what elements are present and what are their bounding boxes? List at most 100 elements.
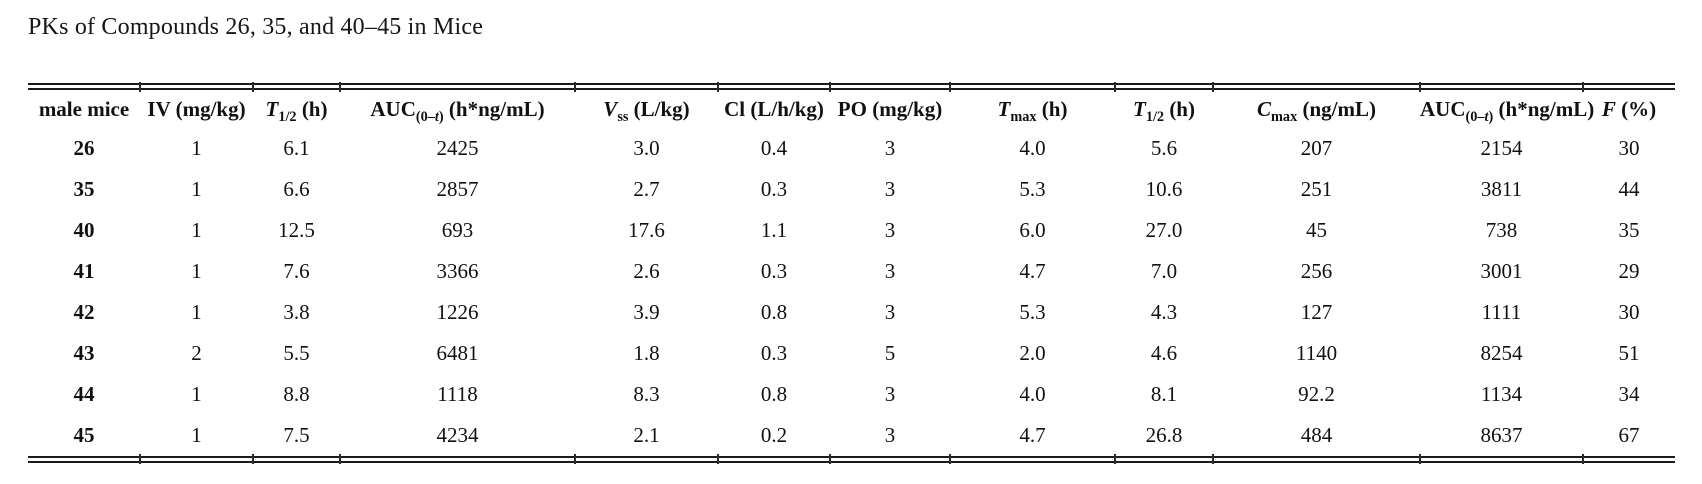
value-cell: 8.3 — [633, 382, 660, 406]
value-cell: 3001 — [1480, 259, 1523, 283]
value-cell: 693 — [441, 218, 474, 242]
value-cell: 3 — [884, 218, 896, 242]
value-cell: 3 — [884, 259, 896, 283]
value-cell: 3.0 — [633, 136, 660, 160]
value-cell: 27.0 — [1145, 218, 1183, 242]
value-cell: 484 — [1212, 415, 1420, 464]
col-header-iv-mg-kg: IV (mg/kg) — [139, 82, 253, 128]
table-row-compound-35: 35 1 6.6 2857 2.7 0.3 3 5.3 10.6 251 3811 44 — [28, 169, 1675, 210]
table-row-compound-26: 26 1 6.1 2425 3.0 0.4 3 4.0 5.6 207 2154 30 — [28, 128, 1675, 169]
value-cell: 4.6 — [1150, 341, 1178, 365]
value-cell: 127 — [1300, 300, 1333, 324]
value-cell: 7.0 — [1150, 259, 1178, 283]
value-cell: 1.8 — [633, 341, 660, 365]
value-cell: 3811 — [1480, 177, 1523, 201]
value-cell: 3366 — [436, 259, 479, 283]
value-cell: 7.5 — [252, 415, 340, 464]
value-cell: 4.7 — [949, 415, 1115, 464]
compound-id: 45 — [28, 415, 140, 463]
value-cell: 4.0 — [1019, 136, 1046, 160]
value-cell: 45 — [1306, 218, 1327, 242]
table-row-compound-42: 42 1 3.8 1226 3.9 0.8 3 5.3 4.3 127 1111 30 — [28, 292, 1675, 333]
col-header-t1-2-h: T1/2 (h) — [252, 82, 340, 128]
table-header-row: male mice IV (mg/kg) T1/2 (h) AUC(0–t) (h*n… — [28, 82, 1675, 128]
value-cell: 0.3 — [760, 341, 788, 365]
value-cell: 1 — [191, 136, 202, 160]
table-row-compound-41: 41 1 7.6 3366 2.6 0.3 3 4.7 7.0 256 3001 29 — [28, 251, 1675, 292]
value-cell: 0.8 — [760, 382, 788, 406]
value-cell: 1140 — [1295, 341, 1338, 365]
value-cell: 5.5 — [283, 341, 310, 365]
value-cell: 29 — [1618, 259, 1640, 283]
compound-id: 40 — [73, 218, 95, 242]
col-header-cl-l-h-kg: Cl (L/h/kg) — [717, 82, 830, 128]
col-header-vss-l-kg: Vss (L/kg) — [574, 82, 718, 128]
value-cell: 1 — [191, 259, 202, 283]
value-cell: 5.3 — [1019, 300, 1046, 324]
value-cell: 5.6 — [1150, 136, 1178, 160]
table-header: male mice IV (mg/kg) T1/2 (h) AUC(0–t) (h*n… — [28, 82, 1675, 128]
value-cell: 92.2 — [1298, 382, 1335, 406]
value-cell: 6481 — [436, 341, 479, 365]
col-header-male-mice: male mice — [28, 83, 140, 128]
value-cell: 1134 — [1480, 382, 1523, 406]
value-cell: 2425 — [436, 136, 479, 160]
value-cell: 3 — [884, 300, 896, 324]
value-cell: 8.1 — [1150, 382, 1178, 406]
value-cell: 738 — [1485, 218, 1518, 242]
value-cell: 6.0 — [1019, 218, 1046, 242]
value-cell: 1 — [191, 300, 202, 324]
value-cell: 1 — [191, 177, 202, 201]
value-cell: 34 — [1618, 382, 1640, 406]
value-cell: 0.4 — [760, 136, 788, 160]
value-cell: 3.8 — [283, 300, 310, 324]
value-cell: 0.3 — [760, 259, 788, 283]
value-cell: 4.7 — [1019, 259, 1046, 283]
value-cell: 1.1 — [760, 218, 788, 242]
value-cell: 5.3 — [1019, 177, 1046, 201]
col-header-t1-2-h: T1/2 (h) — [1114, 82, 1213, 128]
compound-id: 41 — [73, 259, 95, 283]
table-row-compound-43: 43 2 5.5 6481 1.8 0.3 5 2.0 4.6 1140 8254 51 — [28, 333, 1675, 374]
col-header-tmax-h: Tmax (h) — [949, 82, 1115, 128]
value-cell: 0.3 — [760, 177, 788, 201]
col-header-po-mg-kg: PO (mg/kg) — [829, 82, 950, 128]
value-cell: 1111 — [1481, 300, 1522, 324]
value-cell: 1 — [191, 382, 202, 406]
value-cell: 2154 — [1480, 136, 1523, 160]
value-cell: 251 — [1300, 177, 1333, 201]
value-cell: 30 — [1618, 300, 1640, 324]
col-header-auc-0-t-h-ng-ml: AUC(0–t) (h*ng/mL) — [1419, 82, 1594, 128]
col-header-auc-0-t-h-ng-ml: AUC(0–t) (h*ng/mL) — [339, 82, 575, 128]
value-cell: 10.6 — [1145, 177, 1183, 201]
value-cell: 7.6 — [283, 259, 310, 283]
value-cell: 256 — [1300, 259, 1333, 283]
value-cell: 0.2 — [717, 415, 830, 464]
value-cell: 12.5 — [278, 218, 315, 242]
value-cell: 8254 — [1480, 341, 1523, 365]
value-cell: 1 — [191, 218, 202, 242]
pk-table: male mice IV (mg/kg) T1/2 (h) AUC(0–t) (h*n… — [28, 82, 1675, 464]
value-cell: 3 — [884, 177, 896, 201]
value-cell: 2.6 — [633, 259, 660, 283]
table-row-compound-40: 40 1 12.5 693 17.6 1.1 3 6.0 27.0 45 738 35 — [28, 210, 1675, 251]
value-cell: 44 — [1618, 177, 1640, 201]
value-cell: 30 — [1618, 136, 1640, 160]
compound-id: 42 — [73, 300, 95, 324]
paper-page: PKs of Compounds 26, 35, and 40–45 in Mi… — [28, 14, 1675, 464]
value-cell: 35 — [1618, 218, 1640, 242]
col-header-cmax-ng-ml: Cmax (ng/mL) — [1212, 82, 1420, 128]
value-cell: 4.3 — [1150, 300, 1178, 324]
table-row-compound-44: 44 1 8.8 1118 8.3 0.8 3 4.0 8.1 92.2 1134 34 — [28, 374, 1675, 415]
value-cell: 2.7 — [633, 177, 660, 201]
value-cell: 8637 — [1419, 415, 1583, 464]
value-cell: 2.1 — [574, 415, 718, 464]
value-cell: 207 — [1300, 136, 1333, 160]
value-cell: 8.8 — [283, 382, 310, 406]
value-cell: 6.6 — [283, 177, 310, 201]
value-cell: 1 — [139, 415, 253, 464]
table-body: 26 1 6.1 2425 3.0 0.4 3 4.0 5.6 207 2154 30 35 1 6.6 28… — [28, 128, 1675, 464]
value-cell: 6.1 — [283, 136, 310, 160]
value-cell: 3 — [884, 136, 896, 160]
value-cell: 17.6 — [628, 218, 665, 242]
